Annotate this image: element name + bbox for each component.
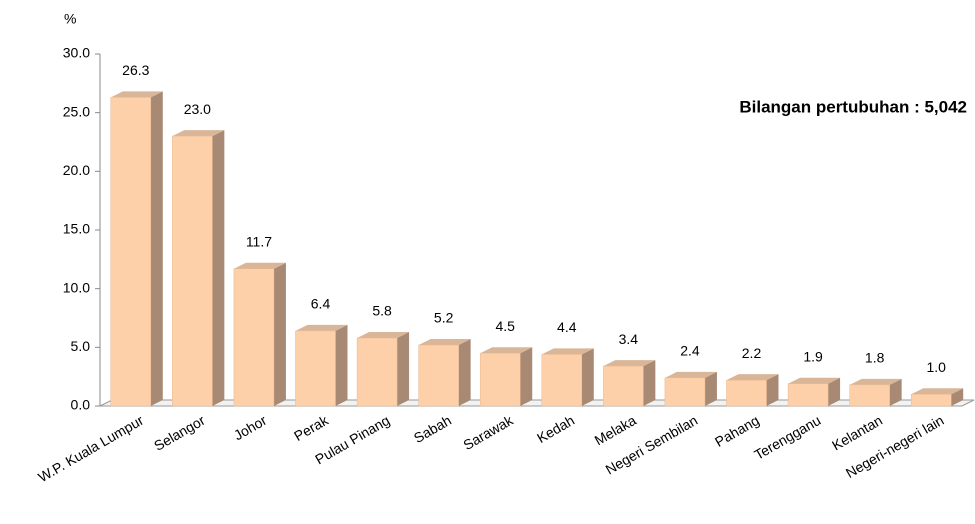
data-label: 11.7	[246, 233, 272, 249]
x-tick-label: Kedah	[534, 412, 577, 446]
data-label: 2.4	[680, 343, 700, 359]
data-label: 1.0	[926, 359, 946, 375]
bar	[295, 330, 336, 407]
x-tick-label: Sabah	[411, 412, 454, 446]
y-tick-label: 10.0	[63, 279, 90, 295]
bar	[664, 377, 706, 407]
bar-top	[480, 347, 533, 354]
bar-top	[172, 130, 225, 137]
bar-top	[849, 378, 902, 385]
bar	[172, 135, 213, 407]
y-tick-label: 30.0	[63, 45, 90, 61]
bar-top	[110, 91, 163, 98]
data-label: 4.5	[495, 318, 515, 334]
bar-side	[766, 374, 779, 406]
bar	[910, 394, 952, 407]
x-tick-label: Melaka	[592, 412, 639, 449]
bar-top	[911, 388, 964, 395]
data-label: 1.9	[803, 348, 823, 364]
data-label: 6.4	[311, 296, 331, 312]
bar-top	[664, 371, 717, 378]
bar-top	[418, 338, 471, 345]
data-label: 4.4	[557, 319, 577, 335]
bar	[233, 268, 275, 407]
y-tick-label: 5.0	[71, 338, 91, 354]
data-label: 1.8	[865, 350, 885, 366]
bar-side	[828, 377, 841, 406]
bar-side	[643, 360, 656, 406]
bar-side	[335, 324, 348, 406]
y-tick-label: 25.0	[63, 103, 90, 119]
x-tick-label: Terengganu	[751, 412, 823, 463]
bar-side	[397, 331, 410, 406]
x-tick-label: Sarawak	[460, 411, 516, 453]
bar-side	[212, 130, 225, 406]
bar	[479, 352, 521, 407]
bar	[726, 379, 767, 407]
bar-top	[233, 262, 286, 269]
bar	[110, 97, 152, 407]
data-label: 26.3	[122, 62, 149, 78]
bar-side	[273, 262, 286, 406]
floor	[99, 399, 975, 407]
bar-top	[541, 348, 594, 355]
bar	[787, 383, 829, 407]
data-label: 5.2	[434, 310, 454, 326]
bar-side	[458, 338, 471, 406]
x-tick-label: Selangor	[151, 412, 208, 454]
bar-side	[581, 348, 594, 406]
bar-top	[357, 331, 410, 338]
bar-top	[603, 360, 656, 367]
bar	[356, 337, 398, 407]
x-tick-label: Perak	[291, 411, 332, 444]
x-tick-label: Johor	[231, 412, 270, 444]
y-axis-label: %	[64, 11, 76, 27]
bar	[849, 384, 890, 407]
bar-top	[295, 324, 348, 331]
x-tick-label: W.P. Kuala Lumpur	[35, 412, 146, 485]
bar-side	[889, 378, 902, 406]
bar-side	[520, 347, 533, 406]
bar	[603, 365, 644, 407]
data-label: 3.4	[619, 331, 639, 347]
x-tick-label: Pahang	[712, 412, 762, 450]
bar-side	[704, 371, 717, 406]
bar-side	[150, 91, 163, 406]
y-tick-label: 20.0	[63, 162, 90, 178]
bar-side	[951, 388, 964, 406]
data-label: 23.0	[184, 101, 211, 117]
bar-top	[788, 377, 841, 384]
bar	[541, 354, 583, 407]
bar-top	[726, 374, 779, 381]
data-label: 2.2	[742, 345, 762, 361]
annotation: Bilangan pertubuhan : 5,042	[739, 97, 967, 116]
data-label: 5.8	[372, 303, 392, 319]
bar	[418, 344, 459, 407]
y-tick-label: 15.0	[63, 221, 90, 237]
y-tick-label: 0.0	[71, 397, 91, 413]
